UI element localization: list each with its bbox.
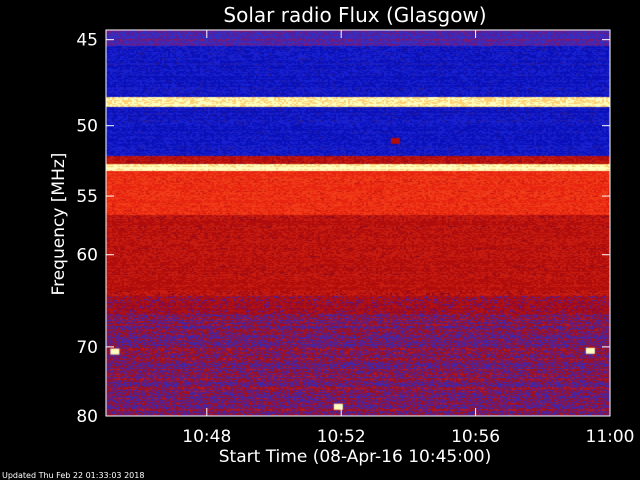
y-tick-label: 55 [76,187,98,207]
y-tick-label: 80 [76,407,98,427]
y-tick-label: 45 [76,31,98,51]
y-axis-label: Frequency [MHz] [49,153,69,296]
plot-frame [105,29,611,417]
x-tick-label: 10:52 [317,427,366,447]
x-axis-label: Start Time (08-Apr-16 10:45:00) [219,447,491,467]
y-tick-label: 50 [76,117,98,137]
chart-title: Solar radio Flux (Glasgow) [223,3,486,27]
x-tick-label: 10:48 [182,427,231,447]
y-tick-label: 60 [76,246,98,266]
x-tick-label: 11:00 [586,427,635,447]
y-tick-label: 70 [76,338,98,358]
x-tick-label: 10:56 [451,427,500,447]
footer-updated: Updated Thu Feb 22 01:33:03 2018 [2,471,144,480]
